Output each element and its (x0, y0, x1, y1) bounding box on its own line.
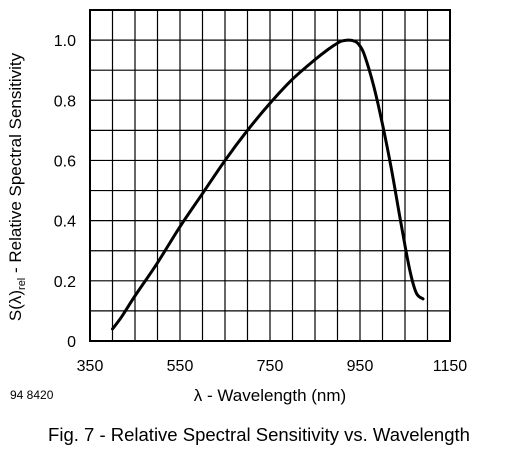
y-axis-label-rest: - Relative Spectral Sensitivity (6, 52, 25, 277)
x-tick-labels: 350 550 750 950 1150 (77, 358, 468, 375)
x-tick-label: 550 (167, 358, 194, 375)
y-axis-label: S(λ)rel - Relative Spectral Sensitivity (6, 52, 28, 321)
sensitivity-curve (111, 38, 425, 331)
x-tick-label: 350 (77, 358, 104, 375)
y-tick-label: 0 (67, 334, 76, 351)
x-tick-label: 950 (347, 358, 374, 375)
figure-caption: Fig. 7 - Relative Spectral Sensitivity v… (48, 424, 470, 445)
y-tick-label: 0.2 (54, 274, 76, 291)
y-tick-label: 1.0 (54, 33, 76, 50)
y-tick-label: 0.8 (54, 93, 76, 110)
x-tick-label: 1150 (433, 358, 468, 375)
figure-id: 94 8420 (10, 388, 54, 402)
y-tick-labels: 0 0.2 0.4 0.6 0.8 1.0 (54, 33, 76, 351)
y-axis-label-main: S(λ) (6, 290, 25, 321)
grid-lines (90, 9, 450, 341)
y-tick-label: 0.4 (54, 214, 76, 231)
x-tick-label: 750 (257, 358, 284, 375)
y-tick-label: 0.6 (54, 153, 76, 170)
y-axis-label-subscript: rel (16, 278, 28, 290)
x-axis-label: λ - Wavelength (nm) (194, 386, 346, 405)
plot-frame (89, 9, 451, 342)
